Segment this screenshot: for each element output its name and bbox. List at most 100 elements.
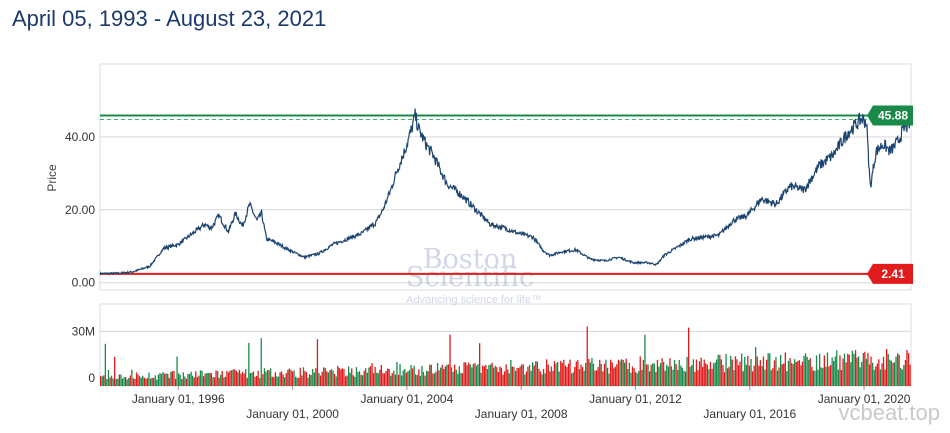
volume-bar bbox=[368, 367, 370, 386]
volume-bar bbox=[552, 370, 554, 386]
volume-bar bbox=[315, 368, 317, 386]
volume-bar bbox=[566, 367, 568, 386]
volume-bar bbox=[223, 377, 225, 386]
volume-bar bbox=[468, 362, 470, 386]
volume-bar bbox=[198, 375, 200, 386]
volume-bar bbox=[126, 379, 128, 386]
volume-bar bbox=[103, 375, 105, 386]
volume-bar bbox=[301, 375, 303, 386]
volume-bar bbox=[500, 367, 503, 386]
volume-bar bbox=[139, 376, 141, 386]
volume-bar bbox=[773, 360, 776, 386]
volume-bar bbox=[452, 371, 454, 386]
volume-bar bbox=[811, 366, 813, 386]
volume-bar bbox=[737, 365, 740, 386]
volume-bar bbox=[502, 374, 504, 386]
volume-bar bbox=[862, 353, 864, 386]
volume-bar bbox=[748, 365, 751, 386]
volume-bar bbox=[415, 374, 417, 386]
volume-bar bbox=[826, 352, 829, 386]
corner-watermark: vcbeat.top bbox=[838, 400, 940, 425]
volume-bar bbox=[179, 374, 181, 386]
volume-bar bbox=[349, 372, 351, 386]
volume-bar bbox=[436, 363, 439, 386]
volume-bar bbox=[642, 359, 644, 386]
volume-bar bbox=[404, 369, 406, 386]
volume-bar bbox=[426, 370, 428, 386]
date-range-title: April 05, 1993 - August 23, 2021 bbox=[12, 6, 327, 31]
volume-bar bbox=[227, 372, 230, 386]
volume-bar bbox=[528, 364, 531, 386]
volume-bar bbox=[441, 364, 443, 386]
volume-bar bbox=[686, 356, 688, 386]
x-tick-label: January 01, 2020 bbox=[818, 392, 911, 406]
volume-bar bbox=[898, 354, 900, 386]
volume-bar bbox=[288, 368, 290, 386]
volume-bar bbox=[801, 361, 804, 386]
volume-bar bbox=[772, 368, 774, 386]
x-tick-label: January 01, 1996 bbox=[132, 392, 225, 406]
volume-bar bbox=[861, 361, 863, 386]
volume-bar bbox=[427, 371, 429, 386]
volume-bar bbox=[340, 369, 342, 386]
volume-bar bbox=[673, 359, 676, 386]
volume-bar bbox=[460, 372, 462, 386]
volume-bar bbox=[444, 366, 446, 386]
volume-bar bbox=[206, 373, 208, 386]
volume-bar bbox=[475, 365, 478, 386]
volume-bar bbox=[767, 353, 769, 386]
volume-bar bbox=[667, 366, 669, 386]
volume-bar bbox=[149, 378, 152, 386]
volume-bar bbox=[858, 356, 860, 386]
volume-bar bbox=[711, 369, 713, 386]
volume-bar bbox=[254, 376, 256, 386]
volume-bar bbox=[307, 377, 309, 386]
volume-bar bbox=[530, 370, 532, 386]
volume-bar bbox=[519, 366, 521, 386]
volume-bar bbox=[305, 372, 308, 386]
volume-bar bbox=[326, 371, 328, 386]
volume-bar bbox=[100, 375, 102, 386]
volume-bar bbox=[904, 360, 907, 386]
watermark-line1: Boston bbox=[423, 244, 517, 275]
volume-bar bbox=[596, 370, 598, 386]
volume-bar bbox=[705, 363, 707, 386]
volume-bar bbox=[581, 367, 584, 386]
volume-bar bbox=[411, 368, 414, 386]
volume-bar bbox=[834, 356, 836, 386]
volume-bar bbox=[329, 370, 331, 386]
volume-bar bbox=[238, 369, 241, 386]
volume-bar bbox=[257, 370, 259, 386]
volume-bar bbox=[358, 371, 361, 386]
volume-bar bbox=[302, 367, 305, 386]
volume-bar bbox=[385, 371, 387, 386]
volume-bar bbox=[137, 374, 139, 386]
volume-bar bbox=[672, 369, 674, 386]
volume-bar bbox=[569, 359, 571, 386]
volume-bar bbox=[625, 358, 627, 386]
volume-bar bbox=[603, 363, 606, 386]
volume-bar bbox=[610, 359, 612, 386]
volume-bar bbox=[745, 364, 747, 386]
volume-bar bbox=[594, 370, 596, 386]
volume-bar bbox=[812, 370, 814, 386]
volume-bar bbox=[348, 366, 350, 386]
volume-bar bbox=[438, 370, 440, 386]
volume-bar bbox=[795, 362, 797, 386]
volume-bar bbox=[235, 370, 237, 386]
volume-bar bbox=[106, 379, 108, 386]
volume-bar bbox=[374, 366, 376, 386]
volume-bar bbox=[532, 362, 534, 386]
volume-bar bbox=[167, 373, 169, 386]
volume-bar bbox=[440, 367, 442, 386]
volume-bar bbox=[503, 371, 506, 386]
volume-bar bbox=[831, 357, 833, 386]
volume-bar bbox=[589, 362, 591, 386]
volume-bar bbox=[330, 369, 333, 386]
volume-bar bbox=[631, 366, 634, 386]
volume-bar bbox=[708, 369, 710, 386]
volume-bar bbox=[309, 374, 311, 386]
volume-bar bbox=[232, 369, 234, 386]
volume-bar bbox=[892, 362, 894, 386]
volume-bar bbox=[299, 367, 301, 386]
